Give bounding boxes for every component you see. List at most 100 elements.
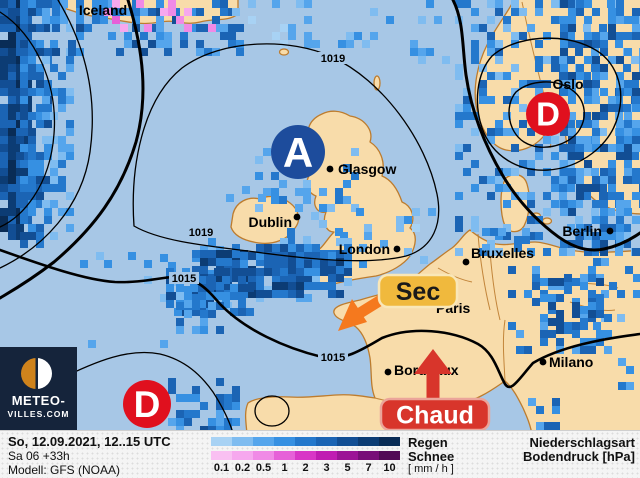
rain-pixel	[568, 40, 576, 48]
rain-pixel	[596, 278, 604, 286]
rain-pixel	[633, 274, 640, 282]
rain-pixel	[336, 238, 344, 246]
rain-pixel	[600, 104, 608, 112]
rain-pixel	[519, 120, 527, 128]
rain-pixel	[592, 80, 600, 88]
rain-pixel	[20, 208, 28, 216]
rain-pixel	[224, 258, 232, 266]
rain-pixel	[567, 120, 575, 128]
rain-pixel	[527, 232, 535, 240]
rain-pixel	[36, 120, 44, 128]
rain-pixel	[617, 290, 625, 298]
rain-pixel	[44, 144, 52, 152]
rain-pixel	[487, 72, 495, 80]
rain-pixel	[0, 24, 8, 32]
city-label: London	[339, 241, 390, 257]
rain-pixel	[626, 366, 634, 374]
rain-pixel	[42, 184, 50, 192]
rain-pixel	[567, 32, 575, 40]
rain-pixel	[600, 216, 608, 224]
rain-pixel	[8, 208, 16, 216]
chaud-label: Chaud	[396, 402, 474, 430]
rain-pixel	[216, 410, 224, 418]
rain-pixel	[228, 32, 236, 40]
snow-pixel	[168, 8, 176, 16]
rain-pixel	[567, 248, 575, 256]
rain-pixel	[495, 248, 503, 256]
rain-pixel	[236, 40, 244, 48]
rain-pixel	[168, 262, 176, 270]
rain-pixel	[592, 144, 600, 152]
rain-pixel	[304, 40, 312, 48]
rain-pixel	[591, 120, 599, 128]
rain-pixel	[230, 308, 238, 316]
rain-pixel	[576, 120, 584, 128]
rain-pixel	[335, 196, 343, 204]
rain-pixel	[58, 144, 66, 152]
rain-pixel	[551, 136, 559, 144]
rain-pixel	[442, 56, 450, 64]
rain-pixel	[232, 386, 240, 394]
rain-pixel	[354, 32, 362, 40]
rain-pixel	[495, 184, 503, 192]
rain-pixel	[370, 32, 378, 40]
rain-pixel	[560, 168, 568, 176]
rain-pixel	[418, 56, 426, 64]
rain-pixel	[560, 72, 568, 80]
rain-pixel	[156, 24, 164, 32]
snow-pixel	[120, 24, 128, 32]
snow-scale-segment	[253, 451, 274, 460]
rain-pixel	[632, 216, 640, 224]
rain-pixel	[328, 252, 336, 260]
rain-pixel	[36, 176, 44, 184]
rain-pixel	[495, 56, 503, 64]
rain-pixel	[576, 176, 584, 184]
rain-pixel	[0, 128, 8, 136]
rain-pixel	[28, 176, 36, 184]
rain-pixel	[608, 24, 616, 32]
rain-pixel	[527, 168, 535, 176]
rain-pixel	[479, 80, 487, 88]
snow-pixel	[160, 8, 168, 16]
rain-pixel	[20, 128, 28, 136]
rain-pixel	[20, 16, 28, 24]
rain-pixel	[224, 402, 232, 410]
rain-pixel	[60, 16, 68, 24]
isobar-label: 1019	[321, 53, 345, 65]
rain-pixel	[255, 172, 263, 180]
rain-pixel	[8, 16, 16, 24]
rain-pixel	[52, 16, 60, 24]
rain-pixel	[76, 24, 84, 32]
rain-pixel	[66, 88, 74, 96]
rain-pixel	[487, 0, 495, 8]
rain-pixel	[568, 8, 576, 16]
rain-pixel	[455, 144, 463, 152]
rain-pixel	[20, 0, 28, 8]
rain-pixel	[304, 252, 312, 260]
rain-pixel	[44, 80, 52, 88]
rain-pixel	[200, 426, 208, 430]
rain-pixel	[20, 192, 28, 200]
rain-pixel	[226, 194, 234, 202]
rain-pixel	[356, 208, 364, 216]
rain-pixel	[584, 248, 592, 256]
rain-pixel	[560, 48, 568, 56]
rain-pixel	[190, 308, 198, 316]
pressure-letter: A	[283, 129, 313, 176]
rain-pixel	[551, 56, 559, 64]
rain-pixel	[148, 40, 156, 48]
rain-pixel	[593, 258, 601, 266]
rain-pixel	[28, 160, 36, 168]
info-bar: So, 12.09.2021, 12..15 UTC Sa 06 +33h Mo…	[0, 430, 640, 478]
rain-pixel	[20, 72, 28, 80]
rain-pixel	[568, 136, 576, 144]
rain-pixel	[584, 80, 592, 88]
rain-pixel	[304, 268, 312, 276]
rain-pixel	[463, 168, 471, 176]
rain-pixel	[36, 232, 44, 240]
rain-pixel	[248, 0, 256, 8]
rain-pixel	[572, 346, 580, 354]
rain-pixel	[164, 48, 172, 56]
rain-pixel	[624, 144, 632, 152]
rain-pixel	[608, 56, 616, 64]
